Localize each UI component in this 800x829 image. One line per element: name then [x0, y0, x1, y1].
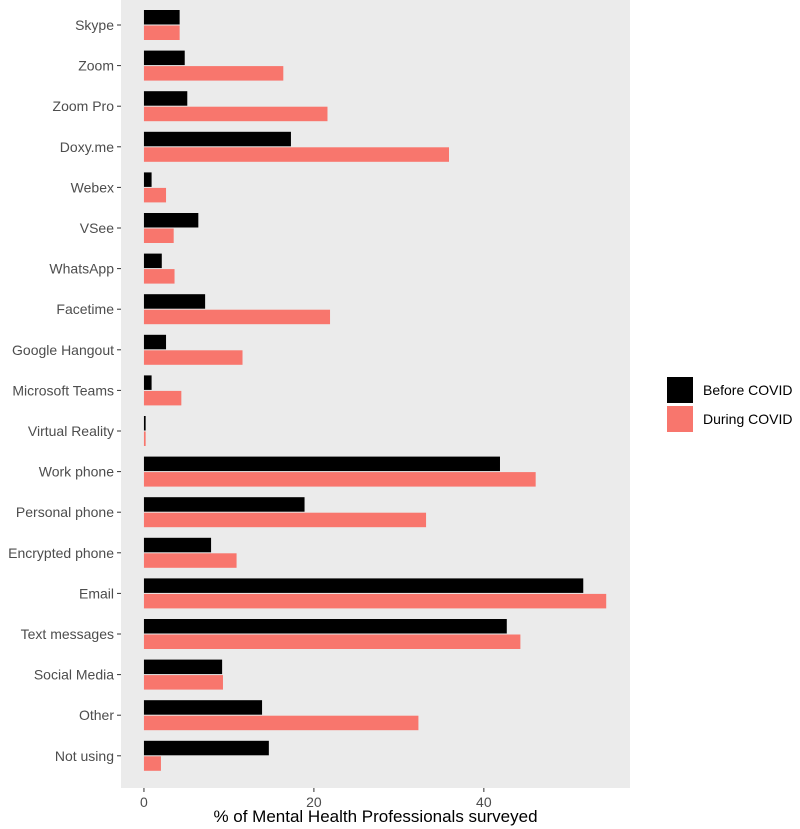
bar-doxy-me-before-covid: [143, 131, 291, 147]
category-label-facetime: Facetime: [56, 301, 114, 317]
bar-facetime-during-covid: [143, 309, 331, 325]
category-label-work-phone: Work phone: [39, 464, 114, 480]
bar-other-before-covid: [143, 700, 263, 715]
bar-work-phone-during-covid: [143, 472, 536, 487]
plot-panel: [121, 0, 630, 788]
bar-email-before-covid: [143, 578, 584, 593]
legend: Before COVID During COVID: [667, 377, 792, 432]
bars-group: [143, 10, 607, 771]
category-label-personal-phone: Personal phone: [16, 504, 114, 520]
bar-google-hangout-before-covid: [143, 334, 167, 350]
bar-zoom-before-covid: [143, 50, 185, 66]
x-tick-label: 20: [306, 794, 322, 810]
legend-label-during-covid: During COVID: [703, 411, 792, 427]
bar-vsee-before-covid: [143, 213, 199, 228]
bar-personal-phone-before-covid: [143, 497, 305, 512]
bar-webex-before-covid: [143, 172, 152, 187]
bar-skype-during-covid: [143, 25, 180, 40]
category-label-text-messages: Text messages: [21, 626, 114, 642]
bar-webex-during-covid: [143, 187, 167, 203]
x-axis: 0 20 40: [140, 788, 492, 810]
category-axis: Skype Zoom Zoom Pro Doxy.me Webex VSee WhatsAp…: [8, 17, 121, 764]
bar-skype-before-covid: [143, 10, 180, 25]
bar-personal-phone-during-covid: [143, 512, 427, 528]
bar-text-messages-before-covid: [143, 619, 507, 634]
category-label-webex: Webex: [71, 179, 114, 195]
category-label-other: Other: [79, 707, 114, 723]
bar-social-media-before-covid: [143, 659, 223, 675]
legend-label-before-covid: Before COVID: [703, 382, 792, 398]
bar-vsee-during-covid: [143, 228, 174, 243]
bar-virtual-reality-before-covid: [143, 416, 146, 431]
x-axis-title: % of Mental Health Professionals surveye…: [213, 807, 537, 826]
bar-not-using-before-covid: [143, 740, 269, 756]
bar-social-media-during-covid: [143, 675, 223, 690]
bar-email-during-covid: [143, 593, 607, 609]
bar-zoom-pro-during-covid: [143, 106, 328, 122]
category-label-google-hangout: Google Hangout: [12, 342, 114, 358]
bar-encrypted-phone-before-covid: [143, 537, 212, 553]
bar-encrypted-phone-during-covid: [143, 553, 237, 568]
category-label-social-media: Social Media: [34, 667, 114, 683]
bar-zoom-pro-before-covid: [143, 91, 188, 106]
category-label-zoom: Zoom: [78, 58, 114, 74]
legend-key-before-covid: [667, 377, 693, 403]
bar-not-using-during-covid: [143, 756, 161, 771]
bar-text-messages-during-covid: [143, 634, 521, 649]
bar-doxy-me-during-covid: [143, 147, 450, 162]
category-label-vsee: VSee: [80, 220, 114, 236]
x-tick-label: 40: [476, 794, 492, 810]
bar-virtual-reality-during-covid: [143, 431, 146, 446]
bar-work-phone-before-covid: [143, 456, 500, 472]
category-label-whatsapp: WhatsApp: [49, 261, 114, 277]
bar-zoom-during-covid: [143, 66, 284, 81]
bar-facetime-before-covid: [143, 294, 206, 309]
category-label-skype: Skype: [75, 17, 114, 33]
bar-whatsapp-before-covid: [143, 253, 162, 269]
category-label-encrypted-phone: Encrypted phone: [8, 545, 114, 561]
bar-other-during-covid: [143, 715, 419, 731]
x-tick-label: 0: [140, 794, 148, 810]
bar-microsoft-teams-before-covid: [143, 375, 152, 390]
category-label-zoom-pro: Zoom Pro: [53, 98, 115, 114]
category-label-microsoft-teams: Microsoft Teams: [12, 382, 114, 398]
bar-whatsapp-during-covid: [143, 269, 175, 284]
category-label-not-using: Not using: [55, 748, 114, 764]
category-label-email: Email: [79, 585, 114, 601]
category-label-virtual-reality: Virtual Reality: [28, 423, 114, 439]
legend-key-during-covid: [667, 406, 693, 432]
bar-microsoft-teams-during-covid: [143, 390, 182, 406]
category-label-doxy-me: Doxy.me: [60, 139, 114, 155]
bar-google-hangout-during-covid: [143, 350, 243, 365]
